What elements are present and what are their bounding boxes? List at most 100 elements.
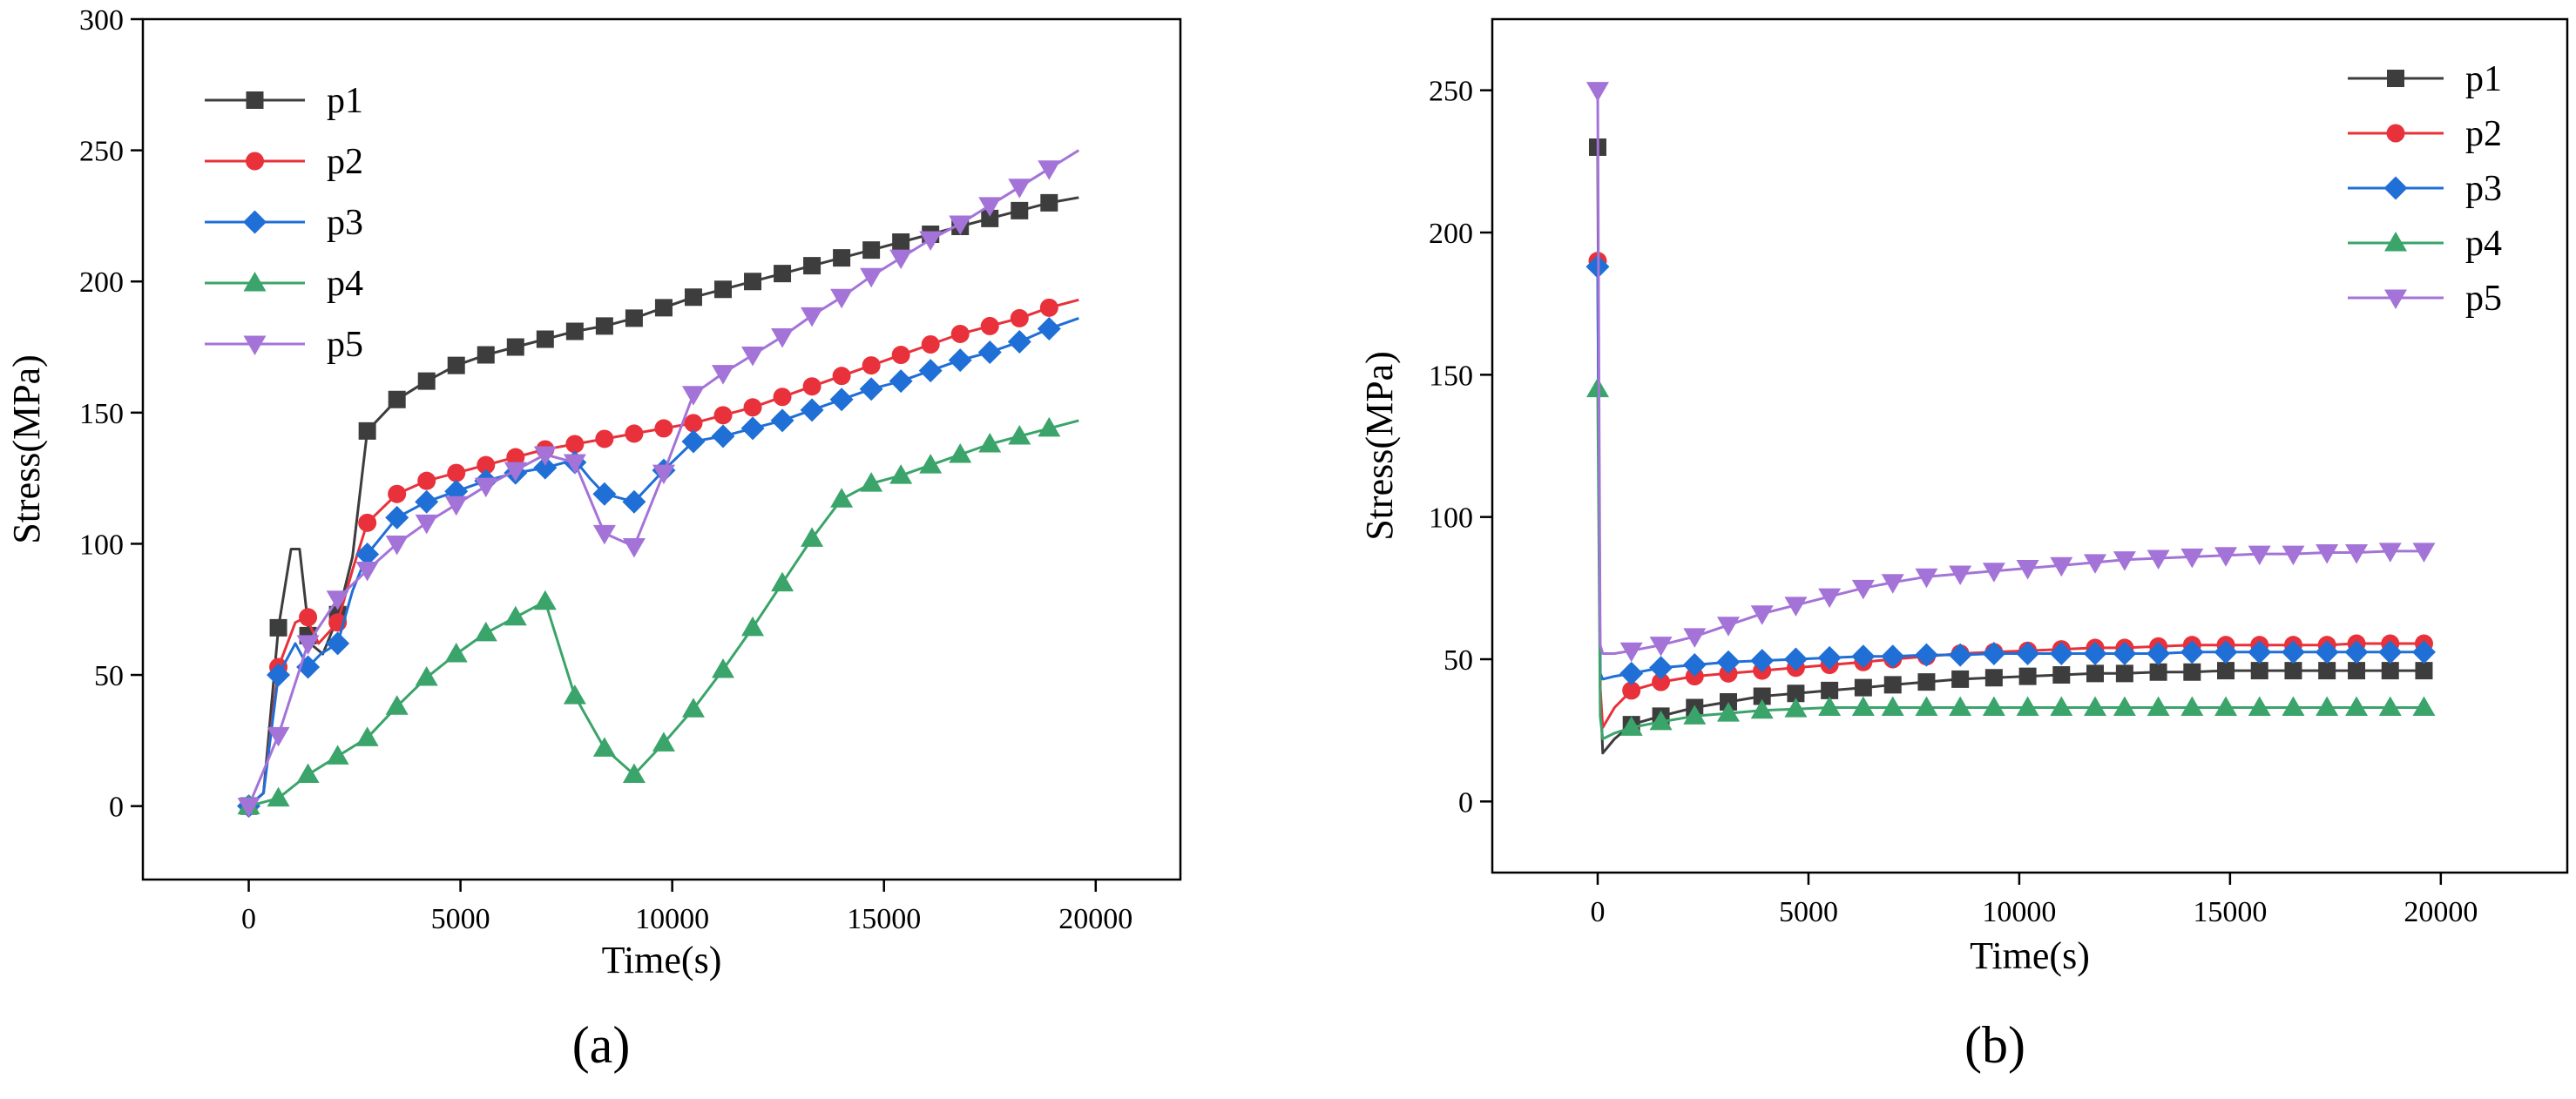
panel-a-legend-label-p3: p3 [327, 203, 363, 243]
panel-a-series-p3-point [385, 505, 409, 529]
panel-a-series-p3-point [622, 489, 646, 514]
panel-a-series-p1-point [803, 257, 821, 275]
panel-b-series-p5-point [1784, 597, 1808, 617]
panel-b-y-axis-label: Stress(MPa) [1358, 351, 1401, 541]
panel-a-y-tick-label: 50 [94, 660, 124, 692]
panel-a-legend-marker-p2 [246, 152, 264, 171]
panel-b-series-p1-point [2183, 663, 2201, 681]
panel-b-y-tick-label: 0 [1458, 786, 1473, 819]
panel-b-series-p5-point [2248, 545, 2271, 566]
panel-a-series-p4-point [592, 737, 616, 757]
panel-a-series-p4-point [533, 590, 557, 610]
panel-b-series-p5-point [1649, 637, 1673, 657]
panel-a-series-p4-point [355, 726, 379, 746]
panel-b-series-p3-point [2113, 641, 2137, 665]
panel-a-series-p5-point [919, 231, 943, 252]
panel-b-series-p4-point [2378, 696, 2402, 717]
panel-b-series-p4-point [2412, 696, 2436, 717]
panel-b-series-p3-point [2214, 640, 2238, 664]
panel-b-series-p3-point [1817, 645, 1842, 670]
panel-b-series-p5-point [2345, 544, 2369, 564]
panel-a-series-p3-point [859, 377, 883, 401]
panel-a-series-p5-point [771, 327, 794, 348]
panel-a-series-p1-point [1040, 193, 1058, 212]
panel-b-series-p5-point [1619, 642, 1643, 663]
panel-a-series-p2-point [654, 419, 673, 438]
panel-b-series-p4-point [2248, 696, 2271, 717]
panel-a-series-p2-point [299, 608, 318, 627]
panel-b-series-p2-point [1652, 672, 1671, 691]
panel-b-caption: (b) [1964, 1016, 2025, 1074]
panel-a-series-p4-point [771, 571, 794, 592]
panel-a-series-p4-point [652, 732, 675, 752]
panel-b-series-p3-point [2281, 640, 2305, 664]
panel-a-series-p4 [237, 416, 1079, 815]
panel-b-x-tick-label: 20000 [2404, 896, 2478, 928]
panel-b-plot-frame [1491, 17, 2569, 874]
panel-b-series-p4-point [1818, 696, 1842, 717]
panel-a-series-p4-point [622, 763, 646, 784]
panel-b-series-p3-point [1619, 661, 1644, 685]
panel-b-legend-marker-p3 [2383, 176, 2408, 200]
panel-a-series-p5-point [711, 365, 734, 385]
panel-b-series-p4-point [1784, 698, 1808, 718]
panel-b-series-p5-point [1585, 82, 1609, 102]
panel-b-series-p5-point [2282, 545, 2305, 566]
panel-a-legend-marker-p3 [243, 210, 267, 234]
panel-a-series-p2-point [477, 455, 496, 475]
panel-b-legend-marker-p2 [2386, 124, 2405, 143]
panel-a-series-p3-point [948, 348, 972, 373]
panel-a-series-p1-line [247, 196, 1079, 807]
panel-a-series-p5-point [267, 726, 290, 747]
panel-b-series-p4-point [1649, 710, 1673, 731]
panel-b-legend-marker-p4 [2384, 232, 2407, 252]
chart-panel-a: 0 5000 10000 15000 20000 0 50 100 150 200 250 300 Ti… [5, 4, 1182, 1074]
panel-a-series-p2-point [506, 448, 525, 467]
panel-b-x-tick-label: 15000 [2193, 896, 2267, 928]
panel-a-series-p3-line [247, 316, 1079, 807]
panel-a-series-p5-point [860, 267, 883, 288]
panel-b-series-p5-point [2378, 543, 2402, 563]
panel-b-series-p5-line [1596, 90, 2424, 655]
panel-a-series-p4-point [978, 432, 1002, 453]
panel-a-series-p5-point [592, 524, 616, 545]
panel-b-series-p4-point [2180, 696, 2204, 717]
panel-b-series-p3-point [2315, 640, 2339, 664]
panel-a-series-p2-point [832, 367, 851, 386]
panel-a-series-p2-point [743, 398, 762, 417]
panel-a-series-p4-point [474, 621, 497, 642]
panel-a-series-p3-point [829, 388, 854, 412]
panel-a-series-p1-point [625, 309, 643, 327]
panel-b-series-p3-point [2411, 640, 2436, 664]
panel-a-series-p2-point [1039, 298, 1058, 317]
panel-a-legend-label-p5: p5 [327, 325, 363, 365]
panel-a-legend-marker-p5 [243, 335, 267, 355]
panel-a-series-p5-point [326, 590, 349, 610]
panel-a-series-p1-point [862, 241, 881, 260]
panel-a-series-p4-point [711, 658, 734, 678]
panel-b-series-p3-point [1783, 647, 1808, 671]
panel-b-series-p5-point [1881, 574, 1904, 594]
panel-a-series-p4-point [504, 605, 527, 626]
chart-panel-b: 0 5000 10000 15000 20000 0 50 100 150 200 250 Time(… [1358, 17, 2569, 1074]
panel-b-series-p3-point [2083, 641, 2107, 665]
panel-a-legend-marker-p4 [243, 272, 267, 292]
panel-b-series-p1-point [1719, 693, 1737, 711]
panel-b-series-p3-point [1851, 644, 1876, 669]
panel-b-series-p4-point [1881, 696, 1904, 717]
panel-b-series-p4-point [1750, 698, 1774, 719]
panel-b-series-p5-point [2113, 551, 2136, 571]
panel-b-series-p1-point [1821, 681, 1839, 699]
panel-a-series-p1-point [269, 618, 287, 637]
panel-b-series-p5-point [2050, 556, 2073, 577]
panel-b-series-p1-point [2415, 662, 2433, 680]
panel-a-series-p2-point [802, 377, 821, 396]
panel-b-series-p1-point [1787, 684, 1805, 703]
panel-b-series-p4-point [2345, 696, 2369, 717]
panel-a-series-p1-point [536, 330, 554, 348]
panel-b-series-p3-point [1750, 649, 1775, 673]
panel-a-series-p2-point [891, 346, 910, 365]
panel-a-x-axis-label: Time(s) [602, 939, 722, 981]
panel-b-y-tick-label: 150 [1429, 360, 1473, 392]
